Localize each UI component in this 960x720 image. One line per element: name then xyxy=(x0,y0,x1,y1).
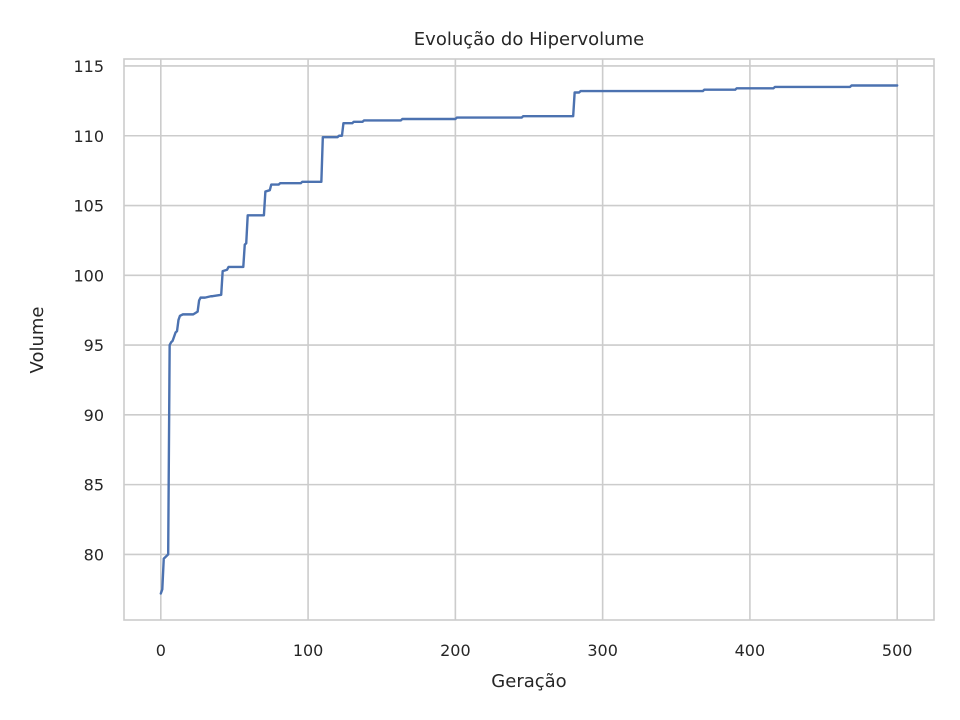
x-tick-label: 100 xyxy=(293,641,324,660)
plot-frame xyxy=(123,58,935,621)
y-tick-labels: 80 85 90 95 100 105 110 115 xyxy=(73,57,104,564)
y-tick-label: 80 xyxy=(84,545,104,564)
y-axis-label: Volume xyxy=(27,307,48,374)
grid xyxy=(124,59,934,620)
x-tick-label: 500 xyxy=(882,641,913,660)
chart-title: Evolução do Hipervolume xyxy=(414,29,644,50)
y-tick-label: 110 xyxy=(73,127,104,146)
y-tick-label: 100 xyxy=(73,266,104,285)
x-axis-label: Geração xyxy=(491,671,566,692)
y-tick-label: 95 xyxy=(84,336,104,355)
y-tick-label: 90 xyxy=(84,406,104,425)
x-tick-label: 200 xyxy=(440,641,471,660)
series-layer xyxy=(159,84,899,595)
y-tick-label: 105 xyxy=(73,197,104,216)
hypervolume-line-series xyxy=(159,84,899,595)
y-tick-label: 115 xyxy=(73,57,104,76)
y-tick-label: 85 xyxy=(84,476,104,495)
x-tick-label: 0 xyxy=(156,641,166,660)
x-tick-label: 400 xyxy=(735,641,766,660)
x-tick-label: 300 xyxy=(587,641,618,660)
x-tick-labels: 0 100 200 300 400 500 xyxy=(156,641,913,660)
